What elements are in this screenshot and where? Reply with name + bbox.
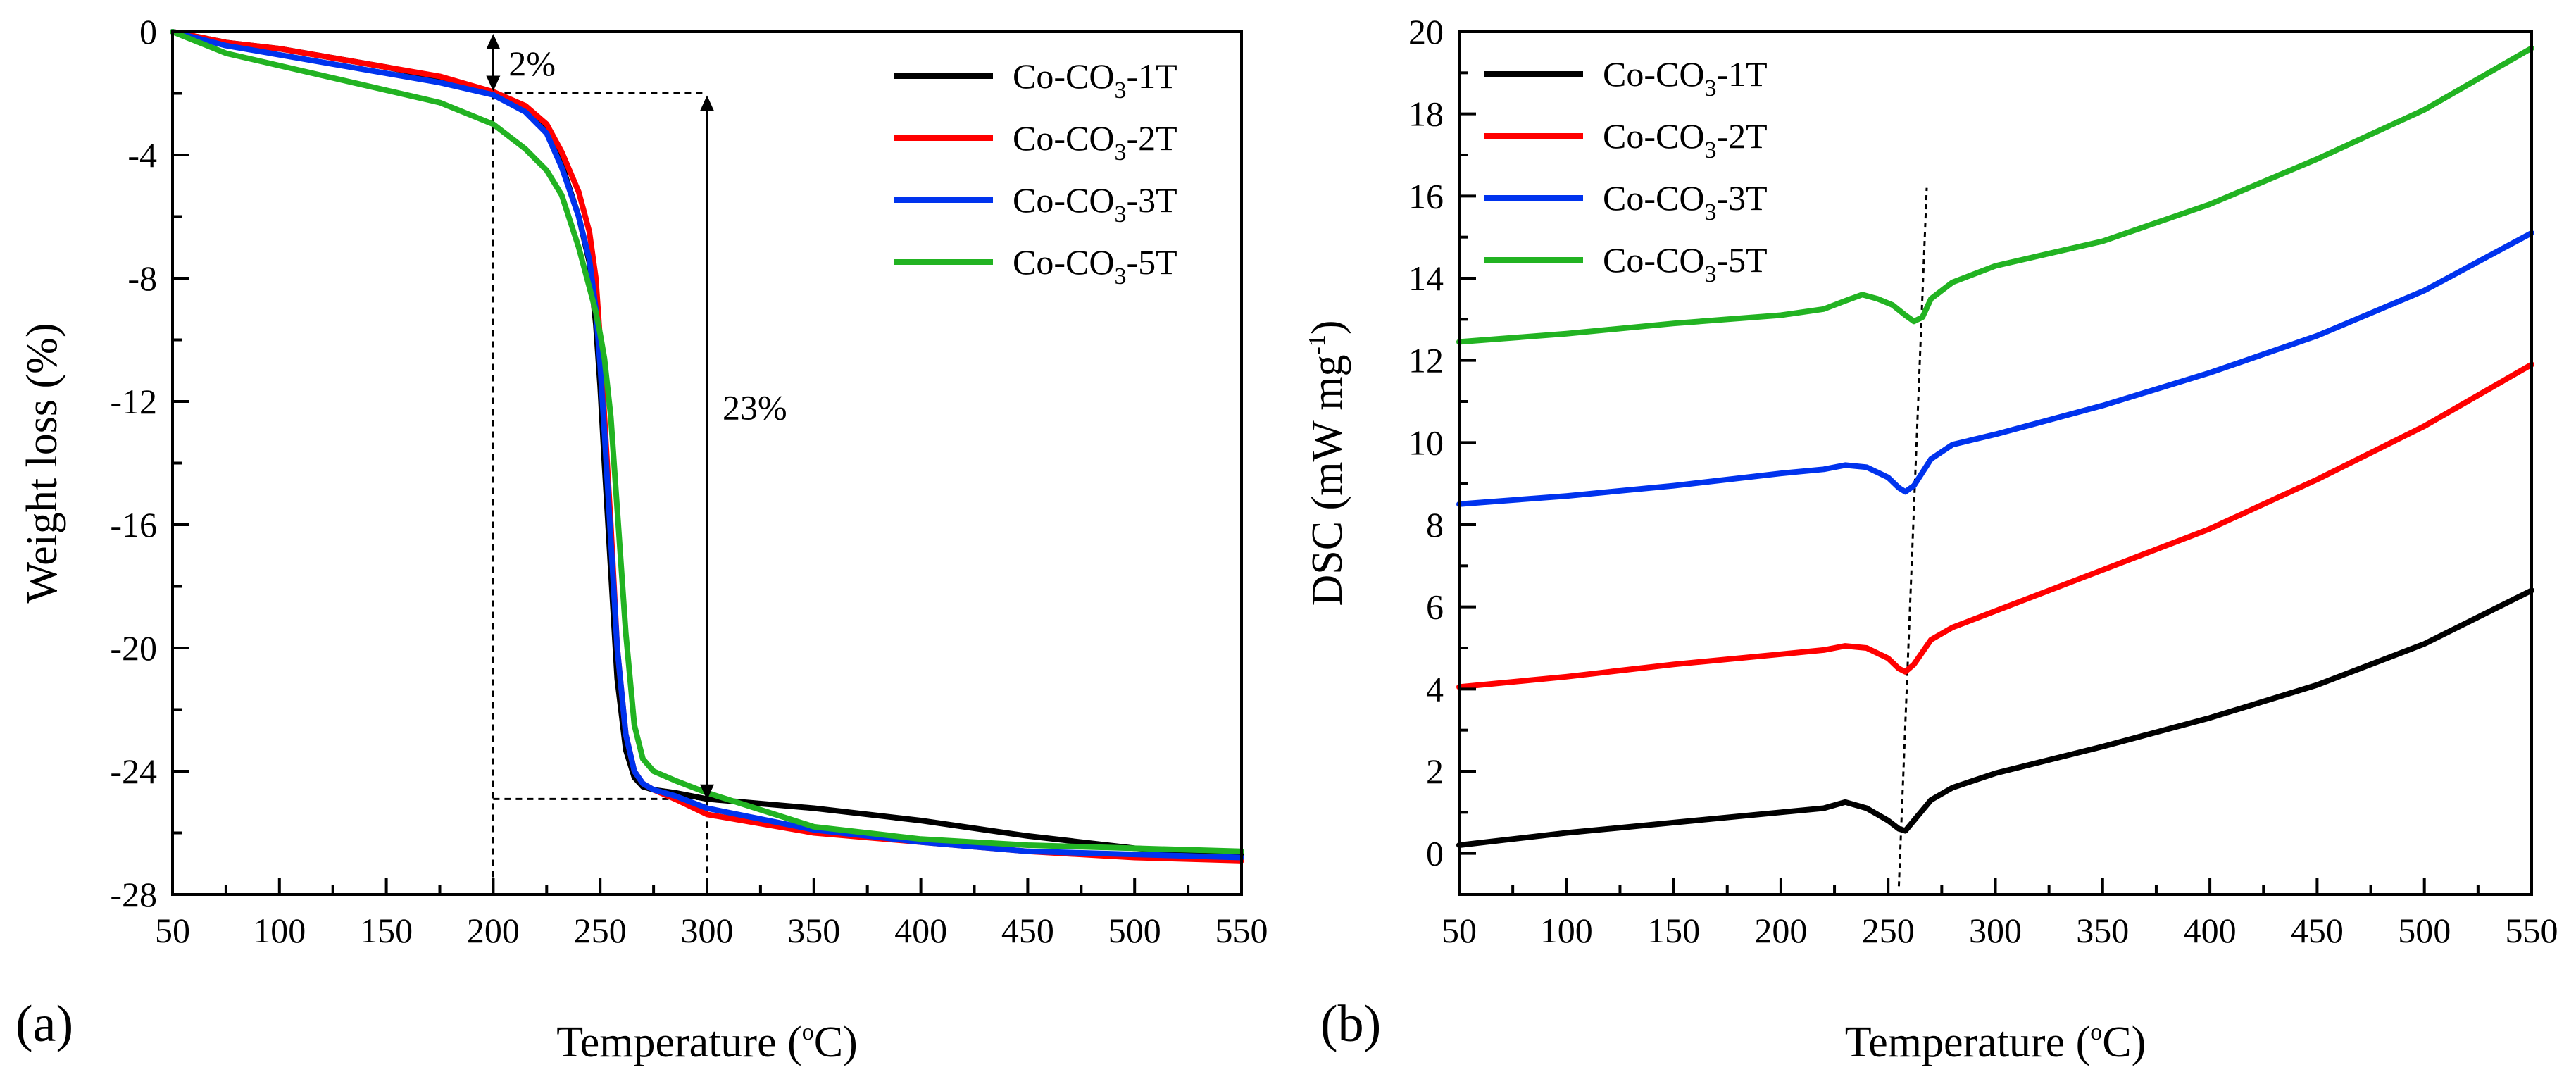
annotation-arrowhead-down [700,784,714,800]
y-tick-label: 4 [1426,669,1444,709]
x-tick-label: 400 [894,911,947,950]
x-tick-label: 450 [1001,911,1054,950]
x-tick-label: 50 [1442,911,1477,950]
legend-label: Co-CO3-5T [1013,242,1177,289]
panel-b-legend: Co-CO3-1T Co-CO3-2T Co-CO3-3T Co-CO3-5T [1484,54,1768,287]
x-tick-label: 400 [2184,911,2237,950]
x-tick-label: 100 [253,911,306,950]
x-tick-label: 300 [1969,911,2022,950]
legend-label: Co-CO3-2T [1013,118,1177,166]
panel-a-x-ticks: 50 100 150 200 250 300 350 400 450 500 550 [155,878,1268,950]
annotation-arrowhead-up [700,95,714,111]
x-tick-label: 350 [2076,911,2129,950]
panel-a-tga-chart: 50 100 150 200 250 300 350 400 450 500 550 0 -4 -8 -1… [15,12,1268,1066]
annotation-arrowhead-up [486,34,501,49]
series-line-2t [1456,361,2534,690]
panel-a-series-group [170,29,1244,864]
x-tick-label: 450 [2291,911,2344,950]
x-tick-label: 200 [467,911,520,950]
panel-a-y-ticks: 0 -4 -8 -12 -16 -20 -24 -28 [110,12,189,914]
legend-label: Co-CO3-2T [1603,116,1768,163]
x-tick-label: 200 [1754,911,1807,950]
y-tick-label: 0 [1426,834,1444,873]
series-line-1t [1456,587,2534,848]
annotation-arrowhead-down [486,75,501,92]
x-tick-label: 150 [360,911,413,950]
x-tick-label: 550 [2506,911,2558,950]
panel-b-dsc-chart: 50 100 150 200 250 300 350 400 450 500 550 0 2 4 6 8 10… [1303,12,2558,1066]
panel-a-x-axis-label: Temperature (oC) [556,1018,858,1066]
y-tick-label: -16 [110,505,157,544]
y-tick-label: 2 [1426,752,1444,791]
panel-b-label: (b) [1320,995,1381,1053]
panel-b-series-group [1456,45,2534,848]
x-tick-label: 150 [1647,911,1700,950]
peak-trend-guide-line [1897,187,1928,887]
y-tick-label: 10 [1408,423,1444,462]
x-tick-label: 350 [787,911,840,950]
legend-label: Co-CO3-3T [1603,178,1768,225]
series-line-5t [1456,45,2534,345]
y-tick-label: -8 [127,258,157,298]
annotation-label: 23% [723,388,787,428]
y-tick-label: 12 [1408,341,1444,380]
y-tick-label: 16 [1408,176,1444,216]
series-line-3t [1456,230,2534,507]
series-line-3t [170,29,1244,861]
x-tick-label: 100 [1540,911,1593,950]
y-tick-label: -12 [110,382,157,421]
y-tick-label: -4 [127,135,157,175]
panel-b-x-axis-label: Temperature (oC) [1845,1018,2146,1066]
legend-label: Co-CO3-5T [1603,240,1768,287]
y-tick-label: 0 [139,12,157,51]
y-tick-label: 6 [1426,587,1444,627]
y-tick-label: -20 [110,628,157,668]
y-tick-label: 20 [1408,12,1444,51]
panel-b-x-ticks: 50 100 150 200 250 300 350 400 450 500 550 [1442,878,2558,950]
x-tick-label: 300 [681,911,734,950]
x-tick-label: 250 [1862,911,1915,950]
legend-label: Co-CO3-1T [1013,56,1177,104]
y-tick-label: 14 [1408,258,1444,298]
series-line-5t [170,29,1244,854]
panel-a-annotations: 2% 23% [486,34,787,800]
y-tick-label: -28 [110,875,157,914]
x-tick-label: 500 [2398,911,2451,950]
panel-b-y-axis-label: DSC (mW mg-1) [1303,320,1351,606]
y-tick-label: -24 [110,752,157,791]
panel-a-y-axis-label: Weight loss (%) [18,323,66,604]
y-tick-label: 8 [1426,505,1444,544]
legend-label: Co-CO3-1T [1603,54,1768,101]
panel-b-y-ticks: 0 2 4 6 8 10 12 14 16 18 20 [1408,12,1476,896]
x-tick-label: 50 [155,911,190,950]
panel-a-label: (a) [15,995,73,1053]
panel-b-guide-lines [1897,187,1928,887]
x-tick-label: 500 [1108,911,1161,950]
x-tick-label: 550 [1215,911,1268,950]
y-tick-label: 18 [1408,94,1444,134]
legend-label: Co-CO3-3T [1013,180,1177,227]
x-tick-label: 250 [574,911,627,950]
panel-a-legend: Co-CO3-1T Co-CO3-2T Co-CO3-3T Co-CO3-5T [894,56,1177,289]
annotation-label: 2% [508,44,556,83]
